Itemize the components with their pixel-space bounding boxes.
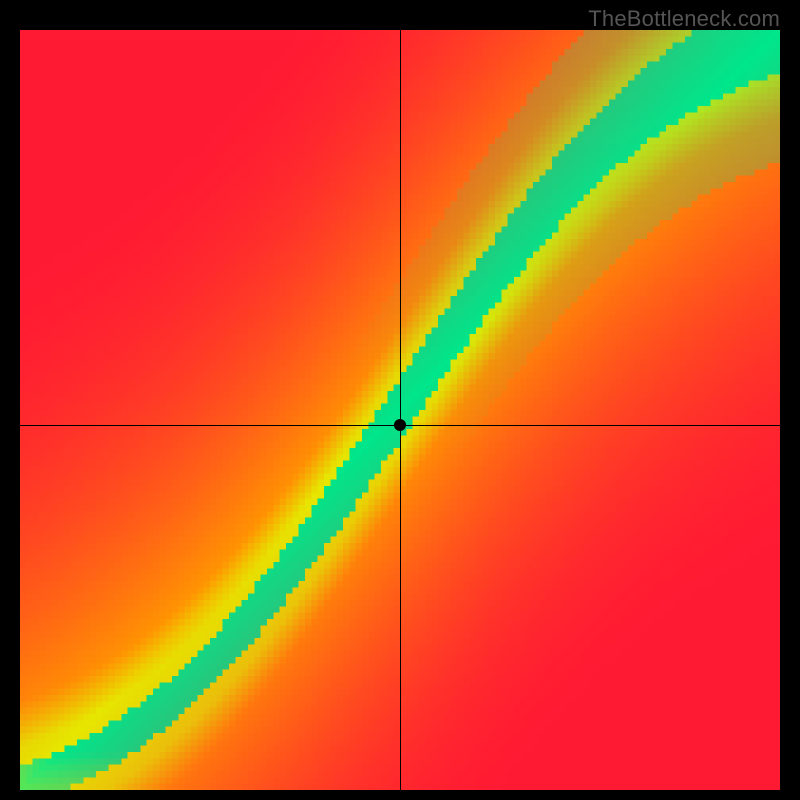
marker-point — [394, 419, 406, 431]
crosshair-vertical — [400, 30, 401, 790]
chart-container: TheBottleneck.com — [0, 0, 800, 800]
watermark-text: TheBottleneck.com — [588, 6, 780, 32]
plot-area — [20, 30, 780, 790]
